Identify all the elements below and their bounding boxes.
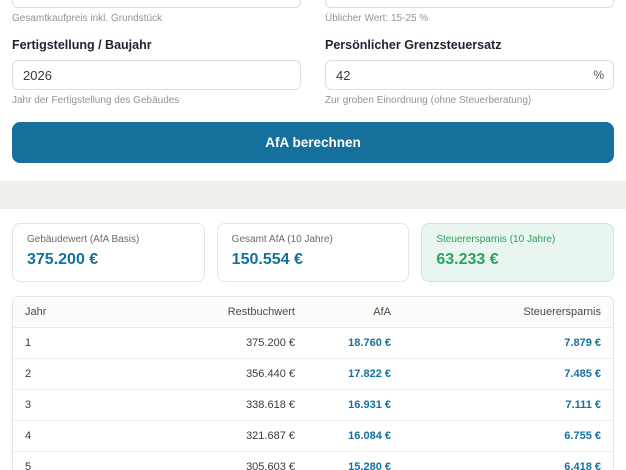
cell-jahr: 5 <box>13 451 121 470</box>
cell-restbuchwert: 356.440 € <box>121 358 307 390</box>
cell-jahr: 3 <box>13 389 121 421</box>
calculate-afa-button[interactable]: AfA berechnen <box>12 122 614 163</box>
cell-steuerersparnis: 7.485 € <box>403 358 613 390</box>
cell-steuerersparnis: 6.418 € <box>403 451 613 470</box>
cell-jahr: 4 <box>13 420 121 452</box>
cell-afa: 16.931 € <box>307 389 403 421</box>
year-input[interactable] <box>12 60 301 90</box>
calculator-form-section: Gesamtkaufpreis inkl. Grundstück Fertigs… <box>0 0 626 181</box>
column-header-restbuchwert: Restbuchwert <box>121 297 307 328</box>
table-row: 2 356.440 €17.822 €7.485 € <box>13 358 613 390</box>
results-section: Gebäudewert (AfA Basis) 375.200 € Gesamt… <box>0 209 626 470</box>
cell-jahr: 2 <box>13 358 121 390</box>
land-share-input[interactable] <box>325 0 614 8</box>
year-label: Fertigstellung / Baujahr <box>12 38 152 52</box>
tax-rate-label: Persönlicher Grenzsteuersatz <box>325 38 502 52</box>
tax-rate-hint: Zur groben Einordnung (ohne Steuerberatu… <box>325 95 532 106</box>
cell-restbuchwert: 375.200 € <box>121 327 307 359</box>
card-label: Gesamt AfA (10 Jahre) <box>231 234 333 245</box>
land-share-hint: Üblicher Wert: 15-25 % <box>325 13 429 24</box>
cell-afa: 18.760 € <box>307 327 403 359</box>
cell-afa: 15.280 € <box>307 451 403 470</box>
table-row: 1 375.200 €18.760 €7.879 € <box>13 327 613 359</box>
cell-steuerersparnis: 7.879 € <box>403 327 613 359</box>
column-header-steuerersparnis: Steuerersparnis <box>403 297 613 328</box>
cell-steuerersparnis: 7.111 € <box>403 389 613 421</box>
section-divider <box>0 181 626 209</box>
result-cards: Gebäudewert (AfA Basis) 375.200 € Gesamt… <box>12 223 615 282</box>
table-row: 3 338.618 €16.931 €7.111 € <box>13 389 613 421</box>
table-row: 5 305.603 €15.280 €6.418 € <box>13 451 613 470</box>
table-header-row: Jahr Restbuchwert AfA Steuerersparnis <box>13 297 613 328</box>
year-hint: Jahr der Fertigstellung des Gebäudes <box>12 95 180 106</box>
purchase-price-hint: Gesamtkaufpreis inkl. Grundstück <box>12 13 163 24</box>
cell-afa: 16.084 € <box>307 420 403 452</box>
cell-restbuchwert: 338.618 € <box>121 389 307 421</box>
percent-suffix: % <box>593 68 604 82</box>
card-tax-savings: Steuerersparnis (10 Jahre) 63.233 € <box>421 223 615 282</box>
card-value: 63.233 € <box>436 251 499 268</box>
table-row: 4 321.687 €16.084 €6.755 € <box>13 420 613 452</box>
column-header-jahr: Jahr <box>13 297 121 328</box>
cell-restbuchwert: 321.687 € <box>121 420 307 452</box>
cell-jahr: 1 <box>13 327 121 359</box>
cell-afa: 17.822 € <box>307 358 403 390</box>
card-value: 150.554 € <box>231 251 303 268</box>
tax-rate-input[interactable] <box>325 60 614 90</box>
cell-steuerersparnis: 6.755 € <box>403 420 613 452</box>
table-body: 1 375.200 €18.760 €7.879 €2 356.440 €17.82… <box>13 327 613 470</box>
card-value: 375.200 € <box>27 251 99 268</box>
column-header-afa: AfA <box>307 297 403 328</box>
purchase-price-input[interactable] <box>12 0 301 8</box>
card-total-afa: Gesamt AfA (10 Jahre) 150.554 € <box>216 223 410 282</box>
card-label: Steuerersparnis (10 Jahre) <box>436 234 556 245</box>
cell-restbuchwert: 305.603 € <box>121 451 307 470</box>
card-building-value: Gebäudewert (AfA Basis) 375.200 € <box>12 223 205 282</box>
card-label: Gebäudewert (AfA Basis) <box>27 234 140 245</box>
